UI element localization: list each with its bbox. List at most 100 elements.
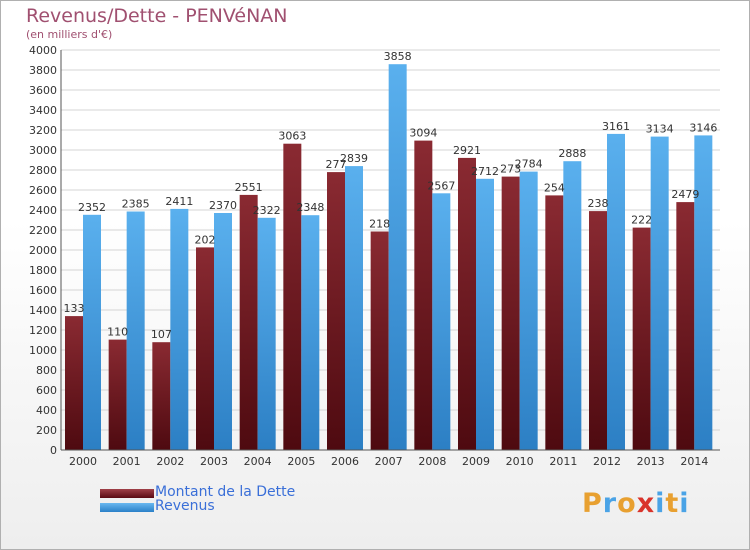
data-label: 238 — [588, 197, 609, 210]
y-tick-label: 1400 — [29, 304, 57, 317]
y-tick-label: 2400 — [29, 204, 57, 217]
bar-revenus — [519, 171, 538, 450]
data-label: 2348 — [296, 201, 324, 214]
bar-dette — [501, 176, 520, 450]
bar-dette — [196, 247, 214, 450]
bar-dette — [632, 227, 651, 450]
data-label: 3094 — [409, 127, 437, 140]
y-tick-label: 600 — [36, 384, 57, 397]
data-label: 2888 — [558, 147, 586, 160]
x-tick-label: 2001 — [113, 455, 141, 468]
data-label: 2479 — [671, 188, 699, 201]
x-tick-label: 2000 — [69, 455, 97, 468]
logo-letter: x — [636, 488, 656, 519]
x-tick-label: 2013 — [637, 455, 665, 468]
data-label: 107 — [151, 328, 172, 341]
y-tick-label: 2200 — [29, 224, 57, 237]
data-label: 222 — [631, 214, 652, 227]
data-label: 254 — [544, 181, 565, 194]
data-label: 273 — [500, 163, 521, 176]
bar-dette — [370, 231, 389, 450]
bar-revenus — [476, 178, 494, 451]
bar-dette — [545, 195, 564, 450]
x-tick-label: 2014 — [680, 455, 708, 468]
x-tick-label: 2003 — [200, 455, 228, 468]
logo-letter: i — [679, 488, 690, 519]
data-label: 2370 — [209, 199, 237, 212]
y-tick-label: 200 — [36, 424, 57, 437]
bar-dette — [589, 211, 607, 450]
legend-label-revenus: Revenus — [155, 498, 215, 514]
x-tick-label: 2006 — [331, 455, 359, 468]
data-label: 133 — [64, 302, 85, 315]
x-tick-label: 2005 — [287, 455, 315, 468]
data-label: 2551 — [235, 181, 263, 194]
bar-revenus — [214, 213, 232, 450]
y-tick-label: 3800 — [29, 64, 57, 77]
bar-revenus — [388, 64, 407, 450]
bar-dette — [65, 316, 83, 450]
data-label: 2921 — [453, 144, 481, 157]
bar-dette — [108, 339, 127, 450]
bar-revenus — [563, 161, 582, 450]
y-tick-label: 3000 — [29, 144, 57, 157]
y-tick-label: 3400 — [29, 104, 57, 117]
y-tick-label: 800 — [36, 364, 57, 377]
chart-subtitle: (en milliers d'€) — [26, 28, 113, 41]
data-label: 2567 — [427, 179, 455, 192]
bar-dette — [676, 202, 695, 450]
x-tick-label: 2002 — [156, 455, 184, 468]
y-tick-label: 4000 — [29, 44, 57, 57]
bar-revenus — [257, 217, 276, 450]
bar-dette — [458, 157, 476, 450]
proxiti-logo: Proxiti — [582, 488, 690, 519]
data-label: 202 — [195, 233, 216, 246]
data-label: 3134 — [646, 123, 674, 136]
data-label: 277 — [326, 158, 347, 171]
legend-swatch-dette — [100, 489, 154, 498]
legend-swatch-revenus — [100, 503, 154, 512]
data-label: 218 — [369, 218, 390, 231]
y-tick-label: 2800 — [29, 164, 57, 177]
bar-dette — [327, 172, 345, 450]
bar-dette — [283, 143, 302, 450]
y-tick-label: 1600 — [29, 284, 57, 297]
x-tick-label: 2004 — [244, 455, 272, 468]
bar-revenus — [301, 215, 320, 450]
y-tick-label: 0 — [50, 444, 57, 457]
bar-revenus — [607, 133, 625, 450]
x-tick-label: 2009 — [462, 455, 490, 468]
bar-revenus — [83, 214, 101, 450]
bar-revenus — [432, 193, 451, 451]
y-tick-label: 2000 — [29, 244, 57, 257]
data-label: 110 — [107, 326, 128, 339]
logo-letter: i — [655, 488, 666, 519]
data-label: 3161 — [602, 120, 630, 133]
bar-dette — [152, 342, 171, 450]
data-label: 2712 — [471, 165, 499, 178]
bar-revenus — [650, 136, 669, 450]
bar-dette — [414, 140, 433, 450]
data-label: 2411 — [165, 195, 193, 208]
logo-letter: P — [582, 488, 603, 519]
x-tick-label: 2008 — [418, 455, 446, 468]
data-label: 3063 — [278, 130, 306, 143]
data-label: 2385 — [122, 198, 150, 211]
legend-label-dette: Montant de la Dette — [155, 484, 296, 500]
y-tick-label: 400 — [36, 404, 57, 417]
data-label: 2839 — [340, 152, 368, 165]
bar-revenus — [126, 211, 145, 450]
x-tick-label: 2010 — [506, 455, 534, 468]
y-tick-label: 3200 — [29, 124, 57, 137]
x-tick-label: 2012 — [593, 455, 621, 468]
y-tick-label: 1200 — [29, 324, 57, 337]
y-tick-label: 3600 — [29, 84, 57, 97]
y-tick-label: 1800 — [29, 264, 57, 277]
chart-title: Revenus/Dette - PENVéNAN — [26, 5, 288, 27]
x-tick-label: 2011 — [549, 455, 577, 468]
x-tick-label: 2007 — [375, 455, 403, 468]
logo-letter: o — [617, 488, 637, 519]
bar-revenus — [170, 208, 189, 450]
y-tick-label: 1000 — [29, 344, 57, 357]
